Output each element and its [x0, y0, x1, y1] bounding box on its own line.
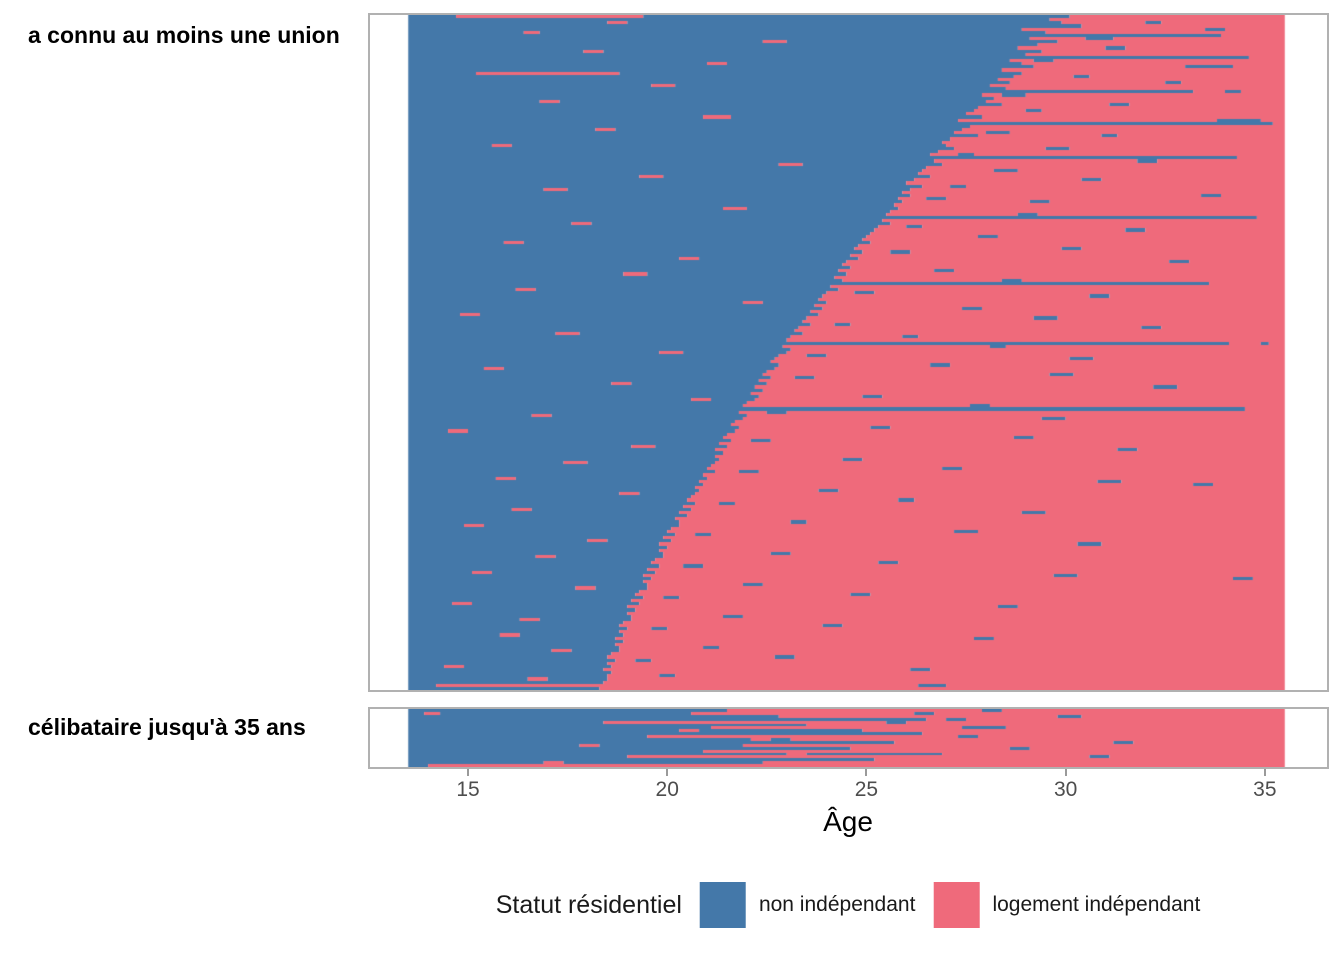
- x-tick-label: 30: [1053, 778, 1078, 801]
- x-tick-mark: [1064, 769, 1067, 776]
- facet-label-union: a connu au moins une union: [28, 22, 340, 48]
- facet-panel-celibataire: [368, 707, 1329, 769]
- x-tick-mark: [865, 769, 868, 776]
- legend-key-non-independant: [699, 882, 746, 928]
- x-tick-label: 20: [655, 778, 679, 801]
- x-axis-title: Âge: [823, 806, 873, 837]
- legend-label-non-independant: non indépendant: [758, 893, 916, 916]
- facet-panel-union: [368, 13, 1329, 692]
- sequence-canvas-celibataire: [370, 709, 1327, 767]
- x-tick-mark: [1263, 769, 1266, 776]
- x-tick-label: 35: [1253, 778, 1277, 801]
- x-tick-label: 15: [456, 778, 480, 801]
- legend-title: Statut résidentiel: [495, 890, 682, 919]
- x-tick-label: 25: [854, 778, 879, 801]
- x-tick-mark: [666, 769, 669, 776]
- legend-label-logement-independant: logement indépendant: [992, 893, 1201, 916]
- legend: Statut résidentiel non indépendant logem…: [495, 882, 1201, 928]
- facet-label-celibataire: célibataire jusqu'à 35 ans: [28, 714, 306, 740]
- sequence-canvas-union: [370, 15, 1327, 690]
- legend-key-logement-independant: [933, 882, 980, 928]
- x-tick-mark: [467, 769, 469, 776]
- x-axis: 15 20 25 30 35: [370, 769, 1327, 809]
